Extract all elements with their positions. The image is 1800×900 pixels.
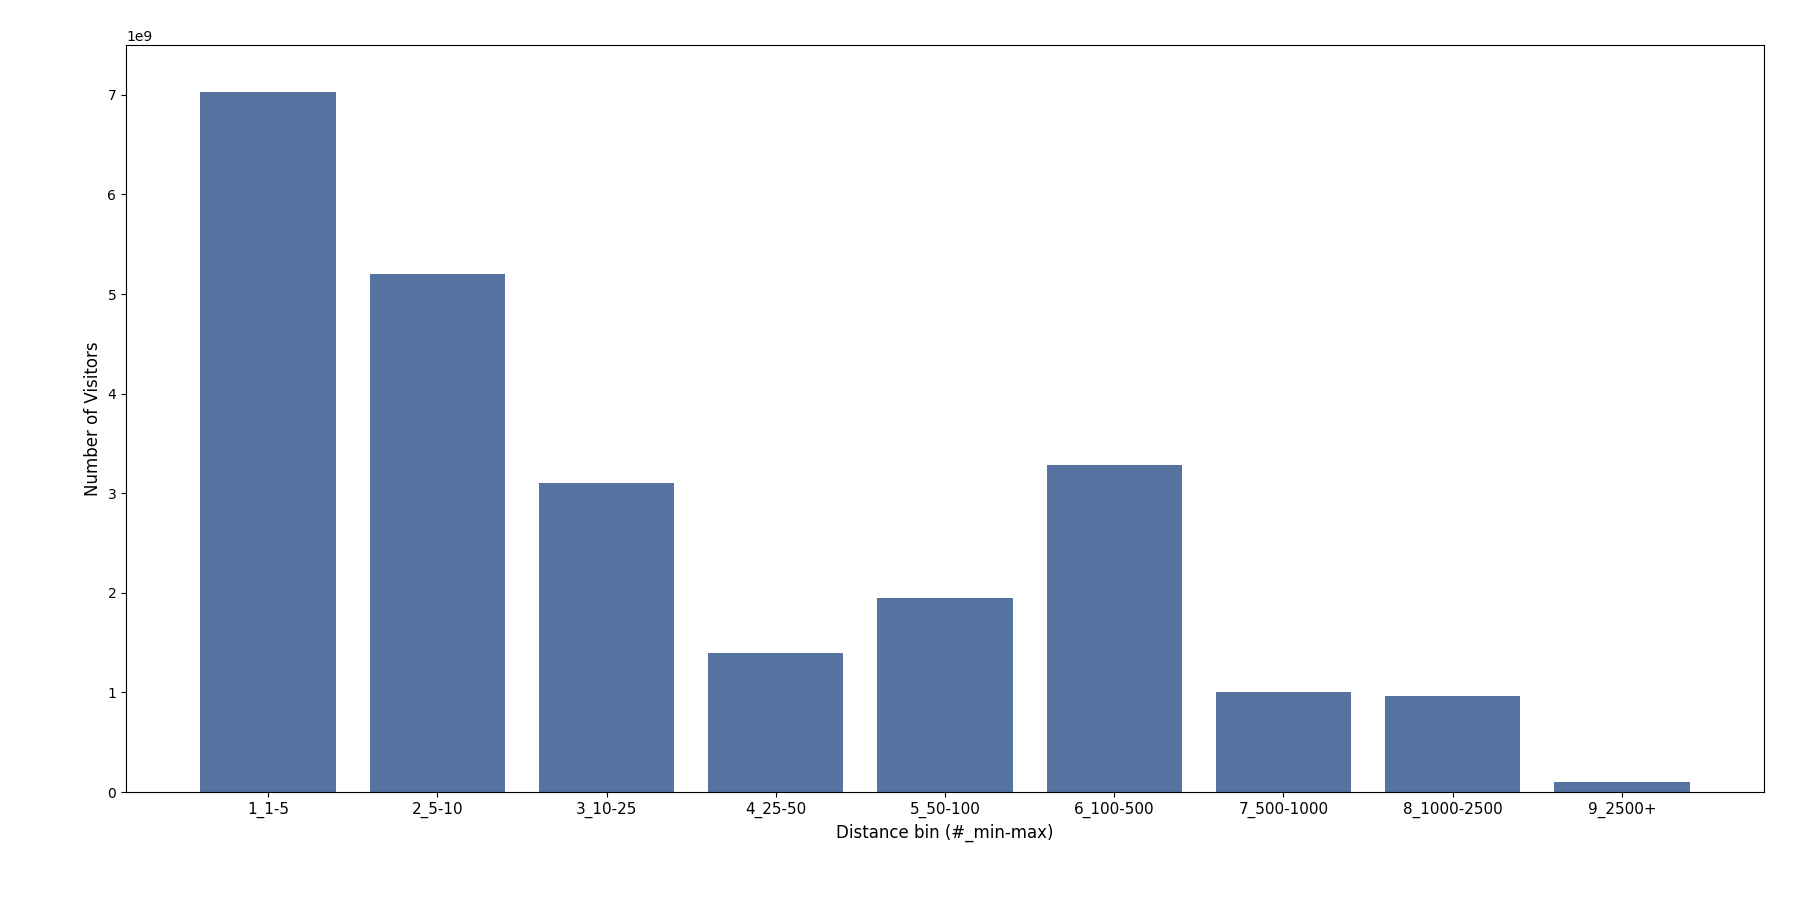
Bar: [200, 92, 337, 792]
Bar: [1384, 697, 1521, 792]
Bar: [369, 274, 506, 792]
Bar: [1215, 692, 1352, 792]
Bar: [707, 652, 844, 792]
Y-axis label: Number of Visitors: Number of Visitors: [85, 341, 103, 496]
X-axis label: Distance bin (#_min-max): Distance bin (#_min-max): [837, 824, 1053, 842]
Bar: [538, 483, 675, 792]
Bar: [1553, 782, 1690, 792]
Bar: [1046, 465, 1183, 792]
Bar: [877, 598, 1013, 792]
